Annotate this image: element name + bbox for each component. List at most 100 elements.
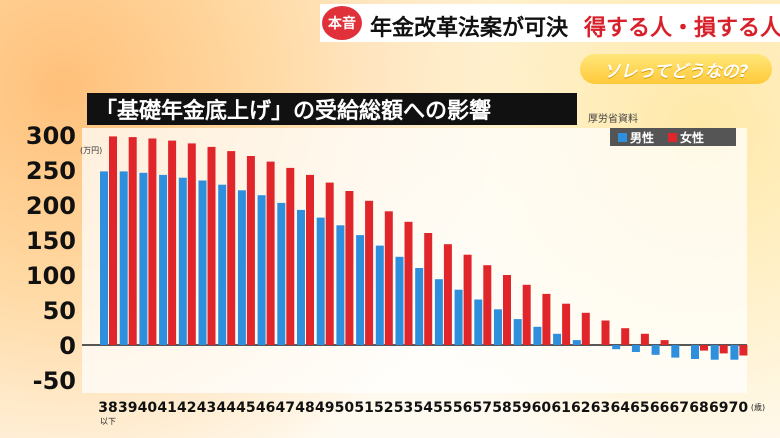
x-tick-label: 67 <box>670 400 689 416</box>
bar-female-59 <box>522 284 531 345</box>
legend-label-male: 男性 <box>630 130 655 145</box>
bar-female-46 <box>266 161 275 345</box>
bar-female-45 <box>246 156 255 345</box>
x-tick-label: 39 <box>118 400 137 416</box>
y-tick-label: 100 <box>26 262 76 290</box>
x-tick-label: 59 <box>512 400 531 416</box>
x-tick-label: 49 <box>315 400 334 416</box>
bar-female-51 <box>365 200 374 345</box>
x-tick-label: 50 <box>335 400 355 416</box>
x-tick-label: 57 <box>473 400 492 416</box>
bar-male-65 <box>631 345 640 352</box>
bar-female-49 <box>325 182 334 345</box>
bar-male-55 <box>434 279 443 345</box>
x-tick-label: 54 <box>413 400 433 416</box>
x-tick-label: 68 <box>689 400 708 416</box>
bar-female-70 <box>739 345 748 356</box>
bar-female-43 <box>207 146 216 345</box>
bar-female-64 <box>621 328 630 345</box>
bar-female-57 <box>483 265 492 345</box>
bar-female-52 <box>384 211 393 345</box>
bar-male-66 <box>651 345 660 355</box>
bar-female-40 <box>148 138 157 345</box>
bar-female-61 <box>562 303 571 345</box>
x-tick-label: 65 <box>630 400 649 416</box>
bar-male-62 <box>572 340 581 345</box>
x-tick-label: 60 <box>532 400 552 416</box>
y-tick-label: 0 <box>59 332 76 360</box>
bar-male-45 <box>237 190 246 345</box>
bar-male-48 <box>297 209 305 345</box>
x-tick-label: 47 <box>276 400 295 416</box>
x-tick-label: 64 <box>610 400 630 416</box>
bar-female-56 <box>463 254 472 345</box>
x-tick-label: 44 <box>216 400 236 416</box>
bar-male-70 <box>730 345 739 360</box>
x-tick-label: 56 <box>453 400 472 416</box>
headline-highlight: 得する人・損する人 <box>584 16 780 41</box>
x-axis-unit: (歳) <box>751 402 765 412</box>
bar-male-54 <box>415 268 424 345</box>
bar-male-58 <box>494 309 502 345</box>
bar-male-56 <box>454 289 463 345</box>
bar-female-69 <box>719 345 728 354</box>
x-tick-sublabel: 以下 <box>100 417 116 426</box>
bar-female-44 <box>227 151 236 345</box>
x-tick-label: 63 <box>591 400 610 416</box>
x-tick-label: 55 <box>433 400 452 416</box>
bar-female-68 <box>700 345 708 351</box>
y-tick-label: 150 <box>26 227 76 255</box>
bar-female-42 <box>187 143 196 345</box>
chart-title: 「基礎年金底上げ」の受給総額への影響 <box>87 93 577 125</box>
bar-male-50 <box>336 225 345 345</box>
x-tick-label: 69 <box>709 400 728 416</box>
bar-male-67 <box>671 345 680 358</box>
x-tick-label: 70 <box>729 400 749 416</box>
x-tick-label: 41 <box>157 400 176 416</box>
bar-female-39 <box>128 137 137 345</box>
bar-female-65 <box>640 333 649 345</box>
legend-swatch-male <box>618 132 627 142</box>
chart-source: 厚労省資料 <box>588 114 638 125</box>
bar-female-63 <box>601 320 610 345</box>
bar-male-44 <box>218 184 227 345</box>
x-tick-label: 38 <box>98 400 117 416</box>
x-tick-label: 62 <box>571 400 590 416</box>
y-tick-label: 250 <box>26 157 76 185</box>
bar-male-38 <box>100 171 108 345</box>
x-tick-label: 40 <box>138 400 158 416</box>
bar-female-55 <box>443 244 452 345</box>
bar-female-53 <box>404 221 413 345</box>
y-tick-label: 200 <box>26 192 76 220</box>
x-tick-label: 66 <box>650 400 669 416</box>
bar-male-60 <box>533 326 542 345</box>
bar-female-62 <box>581 312 590 345</box>
subtitle-pill: ソレってどうなの? <box>580 54 772 84</box>
bar-female-54 <box>424 233 433 345</box>
bar-male-49 <box>316 217 325 345</box>
x-tick-label: 42 <box>177 400 196 416</box>
x-tick-label: 48 <box>295 400 314 416</box>
bar-male-39 <box>119 171 128 345</box>
bar-male-42 <box>178 177 187 345</box>
headline-text: 年金改革法案が可決 <box>370 16 569 41</box>
bar-male-53 <box>395 256 404 345</box>
x-tick-label: 43 <box>197 400 216 416</box>
bar-male-47 <box>277 202 286 345</box>
legend-label-female: 女性 <box>680 130 705 145</box>
bar-male-52 <box>375 245 384 345</box>
bar-male-41 <box>159 174 168 345</box>
x-tick-label: 45 <box>236 400 255 416</box>
x-tick-label: 58 <box>492 400 511 416</box>
x-tick-label: 61 <box>551 400 570 416</box>
y-tick-label: 50 <box>43 297 76 325</box>
y-axis-unit: (万円) <box>80 146 102 155</box>
honne-badge: 本音 <box>322 6 362 40</box>
bar-male-57 <box>474 299 483 345</box>
bar-male-61 <box>553 333 562 345</box>
bar-female-48 <box>306 174 314 345</box>
y-tick-label: 300 <box>26 122 76 150</box>
bar-male-68 <box>691 345 699 359</box>
bar-female-50 <box>345 191 354 345</box>
